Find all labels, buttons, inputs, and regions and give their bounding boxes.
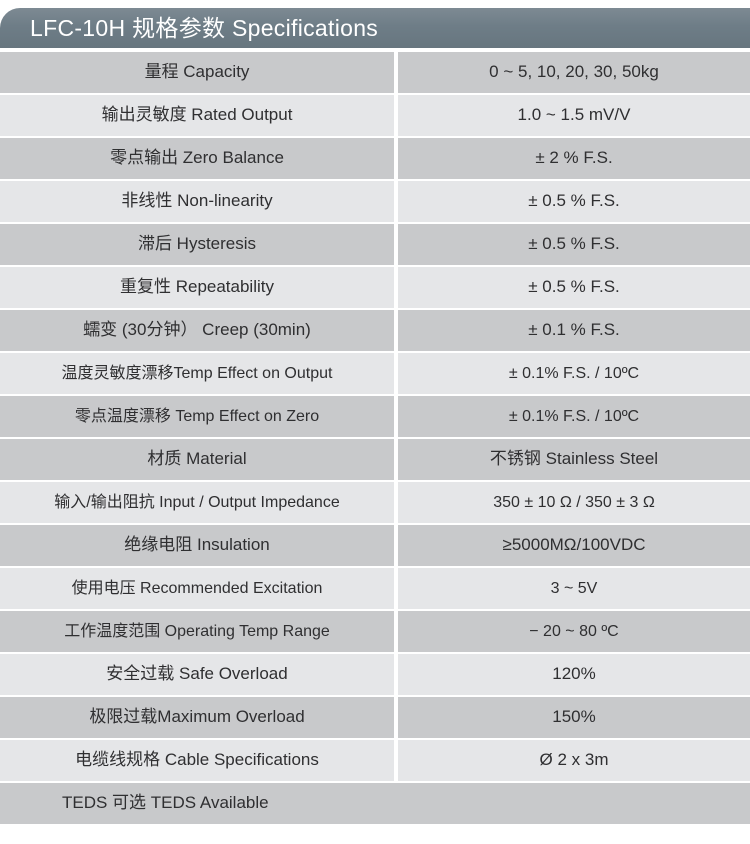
- table-cell-fullwidth: TEDS 可选 TEDS Available: [0, 783, 750, 824]
- row-value: 1.0 ~ 1.5 mV/V: [517, 105, 631, 125]
- row-label: 零点输出 Zero Balance: [110, 148, 284, 168]
- row-label: 极限过载Maximum Overload: [89, 707, 305, 727]
- row-label: 滞后 Hysteresis: [137, 234, 257, 254]
- table-cell-label: 重复性 Repeatability: [0, 267, 394, 308]
- row-value: 150%: [552, 707, 596, 727]
- row-label: 输入/输出阻抗 Input / Output Impedance: [54, 493, 340, 511]
- table-cell-label: 零点温度漂移 Temp Effect on Zero: [0, 396, 394, 437]
- table-row: 滞后 Hysteresis ± 0.5 % F.S.: [0, 224, 750, 265]
- table-cell-value: 3 ~ 5V: [398, 568, 750, 609]
- table-cell-label: 非线性 Non-linearity: [0, 181, 394, 222]
- table-row: 重复性 Repeatability ± 0.5 % F.S.: [0, 267, 750, 308]
- table-cell-value: ± 2 % F.S.: [398, 138, 750, 179]
- table-cell-value: Ø 2 x 3m: [398, 740, 750, 781]
- table-row: 工作温度范围 Operating Temp Range − 20 ~ 80 ºC: [0, 611, 750, 652]
- table-cell-label: 零点输出 Zero Balance: [0, 138, 394, 179]
- table-row: 零点输出 Zero Balance ± 2 % F.S.: [0, 138, 750, 179]
- table-cell-label: 输出灵敏度 Rated Output: [0, 95, 394, 136]
- row-label: 量程 Capacity: [144, 62, 250, 82]
- row-value: 不锈钢 Stainless Steel: [489, 449, 659, 469]
- table-cell-value: ± 0.5 % F.S.: [398, 224, 750, 265]
- row-label: 使用电压 Recommended Excitation: [71, 579, 323, 597]
- table-row: 非线性 Non-linearity ± 0.5 % F.S.: [0, 181, 750, 222]
- table-cell-label: 量程 Capacity: [0, 52, 394, 93]
- row-label: 安全过载 Safe Overload: [106, 664, 288, 684]
- row-label: 重复性 Repeatability: [119, 277, 274, 297]
- row-value: ± 0.1 % F.S.: [528, 320, 620, 340]
- table-cell-label: 安全过载 Safe Overload: [0, 654, 394, 695]
- table-cell-label: 滞后 Hysteresis: [0, 224, 394, 265]
- table-cell-value: ≥5000MΩ/100VDC: [398, 525, 750, 566]
- row-value: Ø 2 x 3m: [539, 750, 609, 770]
- specifications-sheet: LFC-10H 规格参数 Specifications 量程 Capacity 0…: [0, 8, 750, 844]
- table-cell-label: 工作温度范围 Operating Temp Range: [0, 611, 394, 652]
- row-value: 120%: [552, 664, 596, 684]
- table-cell-label: 电缆线规格 Cable Specifications: [0, 740, 394, 781]
- row-value: ± 0.5 % F.S.: [528, 234, 620, 254]
- row-value: ± 0.5 % F.S.: [528, 191, 620, 211]
- table-cell-label: 使用电压 Recommended Excitation: [0, 568, 394, 609]
- table-cell-label: 材质 Material: [0, 439, 394, 480]
- row-label: 材质 Material: [147, 449, 247, 469]
- row-label: 工作温度范围 Operating Temp Range: [64, 622, 330, 640]
- table-cell-value: ± 0.1% F.S. / 10ºC: [398, 353, 750, 394]
- row-label: 电缆线规格 Cable Specifications: [75, 750, 319, 770]
- table-cell-label: 温度灵敏度漂移Temp Effect on Output: [0, 353, 394, 394]
- row-value: ± 0.5 % F.S.: [528, 277, 620, 297]
- row-label: 输出灵敏度 Rated Output: [101, 105, 293, 125]
- row-value: ± 2 % F.S.: [535, 148, 613, 168]
- row-label: 零点温度漂移 Temp Effect on Zero: [74, 407, 320, 425]
- table-cell-value: 120%: [398, 654, 750, 695]
- table-cell-value: 1.0 ~ 1.5 mV/V: [398, 95, 750, 136]
- row-value: 350 ± 10 Ω / 350 ± 3 Ω: [493, 493, 655, 511]
- table-row: TEDS 可选 TEDS Available: [0, 783, 750, 824]
- row-label: 绝缘电阻 Insulation: [124, 535, 270, 555]
- table-cell-value: ± 0.5 % F.S.: [398, 181, 750, 222]
- table-row: 蠕变 (30分钟） Creep (30min) ± 0.1 % F.S.: [0, 310, 750, 351]
- spec-header-banner: LFC-10H 规格参数 Specifications: [0, 8, 750, 48]
- table-cell-value: 不锈钢 Stainless Steel: [398, 439, 750, 480]
- table-row: 电缆线规格 Cable Specifications Ø 2 x 3m: [0, 740, 750, 781]
- table-cell-label: 蠕变 (30分钟） Creep (30min): [0, 310, 394, 351]
- row-value: 0 ~ 5, 10, 20, 30, 50kg: [489, 62, 659, 82]
- table-row: 绝缘电阻 Insulation ≥5000MΩ/100VDC: [0, 525, 750, 566]
- row-value: 3 ~ 5V: [550, 579, 598, 597]
- row-label: 非线性 Non-linearity: [121, 191, 273, 211]
- table-row: 材质 Material 不锈钢 Stainless Steel: [0, 439, 750, 480]
- row-value: ≥5000MΩ/100VDC: [502, 535, 646, 555]
- row-value: ± 0.1% F.S. / 10ºC: [508, 364, 640, 382]
- table-row: 零点温度漂移 Temp Effect on Zero ± 0.1% F.S. / …: [0, 396, 750, 437]
- table-cell-value: 150%: [398, 697, 750, 738]
- table-row: 温度灵敏度漂移Temp Effect on Output ± 0.1% F.S. …: [0, 353, 750, 394]
- row-label: TEDS 可选 TEDS Available: [62, 793, 269, 813]
- table-row: 使用电压 Recommended Excitation 3 ~ 5V: [0, 568, 750, 609]
- table-cell-value: 0 ~ 5, 10, 20, 30, 50kg: [398, 52, 750, 93]
- row-label: 蠕变 (30分钟） Creep (30min): [83, 320, 311, 340]
- table-cell-label: 绝缘电阻 Insulation: [0, 525, 394, 566]
- page-title: LFC-10H 规格参数 Specifications: [30, 14, 379, 41]
- table-cell-value: ± 0.5 % F.S.: [398, 267, 750, 308]
- row-value: ± 0.1% F.S. / 10ºC: [508, 407, 640, 425]
- table-cell-value: ± 0.1% F.S. / 10ºC: [398, 396, 750, 437]
- table-row: 极限过载Maximum Overload 150%: [0, 697, 750, 738]
- table-cell-value: − 20 ~ 80 ºC: [398, 611, 750, 652]
- table-cell-label: 输入/输出阻抗 Input / Output Impedance: [0, 482, 394, 523]
- specifications-table: 量程 Capacity 0 ~ 5, 10, 20, 30, 50kg 输出灵敏度 …: [0, 52, 750, 824]
- table-row: 输入/输出阻抗 Input / Output Impedance 350 ± 10…: [0, 482, 750, 523]
- row-value: − 20 ~ 80 ºC: [529, 622, 619, 640]
- table-cell-value: 350 ± 10 Ω / 350 ± 3 Ω: [398, 482, 750, 523]
- table-row: 量程 Capacity 0 ~ 5, 10, 20, 30, 50kg: [0, 52, 750, 93]
- table-row: 输出灵敏度 Rated Output 1.0 ~ 1.5 mV/V: [0, 95, 750, 136]
- table-row: 安全过载 Safe Overload 120%: [0, 654, 750, 695]
- row-label: 温度灵敏度漂移Temp Effect on Output: [61, 364, 333, 382]
- table-cell-value: ± 0.1 % F.S.: [398, 310, 750, 351]
- table-cell-label: 极限过载Maximum Overload: [0, 697, 394, 738]
